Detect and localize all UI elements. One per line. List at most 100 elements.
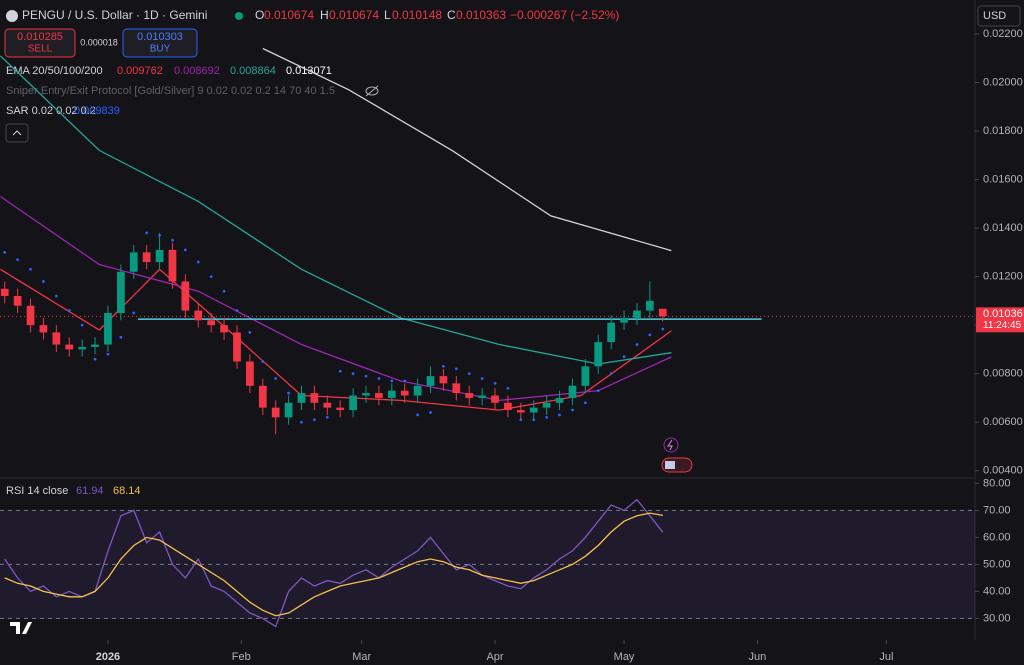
candle-body xyxy=(220,325,228,333)
candle-body xyxy=(529,407,538,413)
hidden-icon[interactable] xyxy=(365,86,379,96)
candle-body xyxy=(516,410,525,413)
sar-dot xyxy=(545,415,549,419)
candle-body xyxy=(297,393,306,403)
sar-dot xyxy=(300,420,303,424)
sar-value: 0.009839 xyxy=(74,105,120,117)
candle-body xyxy=(465,393,474,398)
sar-dot xyxy=(209,275,213,279)
candle-body xyxy=(504,402,512,411)
sar-dot xyxy=(119,335,123,339)
candle-body xyxy=(13,296,22,306)
buy-button[interactable] xyxy=(122,28,198,58)
sar-dot xyxy=(519,418,523,422)
sar-dot xyxy=(261,360,265,363)
candle-body xyxy=(607,322,616,343)
x-tick-label: Jul xyxy=(879,651,893,663)
flag-icon xyxy=(665,461,675,469)
sar-dot xyxy=(596,389,600,393)
candle-body xyxy=(323,402,332,408)
sar-dot xyxy=(558,413,561,417)
sar-dot xyxy=(3,250,7,254)
sar-dot xyxy=(467,372,471,376)
sar-dot xyxy=(403,379,407,383)
rsi-value: 61.94 xyxy=(76,485,104,497)
y-tick-label: 0.00600 xyxy=(983,416,1023,428)
sar-dot xyxy=(416,413,420,417)
buy-label: BUY xyxy=(150,44,171,55)
ema-line xyxy=(0,195,672,402)
sar-label[interactable]: SAR 0.02 0.02 0.2 xyxy=(6,105,96,117)
candle-body xyxy=(0,288,9,297)
sar-dot xyxy=(222,289,226,293)
sar-dot xyxy=(609,372,613,376)
logo[interactable] xyxy=(10,622,32,634)
rsi-label[interactable]: RSI 14 close xyxy=(6,485,68,497)
y-tick-label: 70.00 xyxy=(983,504,1011,516)
sar-dot xyxy=(338,369,342,373)
sar-dot xyxy=(325,415,329,419)
candle-body xyxy=(594,342,603,367)
ohlc-value: 0.010674 xyxy=(329,8,379,22)
collapse-button[interactable] xyxy=(5,123,29,143)
last-price-time: 11:24:45 xyxy=(983,320,1022,331)
sar-dot xyxy=(480,377,484,380)
candle-body xyxy=(413,385,422,396)
candle-body xyxy=(400,390,409,396)
currency-button[interactable] xyxy=(977,5,1021,27)
sar-dot xyxy=(429,411,432,414)
candle-body xyxy=(387,390,396,398)
sar-dot xyxy=(183,248,187,252)
sar-dot xyxy=(145,231,149,235)
candle-body xyxy=(194,310,203,321)
candle-body xyxy=(181,281,190,311)
y-tick-label: 60.00 xyxy=(983,531,1011,543)
currency: USD xyxy=(983,10,1006,22)
event-icon[interactable] xyxy=(663,437,679,453)
sar-dot xyxy=(54,294,58,298)
y-tick-label: 30.00 xyxy=(983,612,1011,624)
symbol-icon xyxy=(6,10,18,22)
sell-button[interactable] xyxy=(4,28,76,58)
sar-dot xyxy=(106,352,110,356)
sar-dot xyxy=(454,367,458,371)
sar-dot xyxy=(42,280,45,283)
sar-dot xyxy=(158,233,161,237)
ohlc-label: O xyxy=(255,8,264,22)
market-status xyxy=(235,12,243,20)
sar-dot xyxy=(390,379,394,383)
candle-body xyxy=(310,393,319,403)
rsi-ma-value: 68.14 xyxy=(113,485,141,497)
sniper-label[interactable]: Sniper Entry/Exit Protocol [Gold/Silver]… xyxy=(6,85,335,97)
sar-dot xyxy=(274,377,278,380)
symbol-title[interactable]: PENGU / U.S. Dollar · 1D · Gemini xyxy=(22,8,207,22)
candle-body xyxy=(362,393,370,396)
candle-body xyxy=(91,344,99,347)
x-tick-label: Mar xyxy=(352,651,371,663)
candle-body xyxy=(555,397,564,403)
sell-label: SELL xyxy=(28,44,53,55)
candle-body xyxy=(258,385,267,408)
x-tick-label: Apr xyxy=(486,651,503,663)
ema-line xyxy=(0,55,672,365)
candle-body xyxy=(439,376,448,384)
buy-price: 0.010303 xyxy=(137,31,183,43)
sar-dot xyxy=(132,311,136,315)
candle-body xyxy=(271,407,280,418)
ema-label[interactable]: EMA 20/50/100/200 xyxy=(6,65,103,77)
candle-body xyxy=(452,383,461,394)
candle-body xyxy=(375,393,383,398)
candle-body xyxy=(542,402,551,408)
ema-line xyxy=(262,47,672,252)
sell-price: 0.010285 xyxy=(17,31,63,43)
candle-body xyxy=(142,252,151,263)
candle-body xyxy=(658,308,667,317)
candle-body xyxy=(645,300,654,311)
ohlc-label: H xyxy=(320,8,329,22)
candle-body xyxy=(246,361,254,386)
sar-dot xyxy=(661,327,665,331)
candle-body xyxy=(349,395,357,411)
last-price-label: 0.01036 xyxy=(983,308,1023,320)
ohlc-value: 0.010363 xyxy=(456,8,506,22)
